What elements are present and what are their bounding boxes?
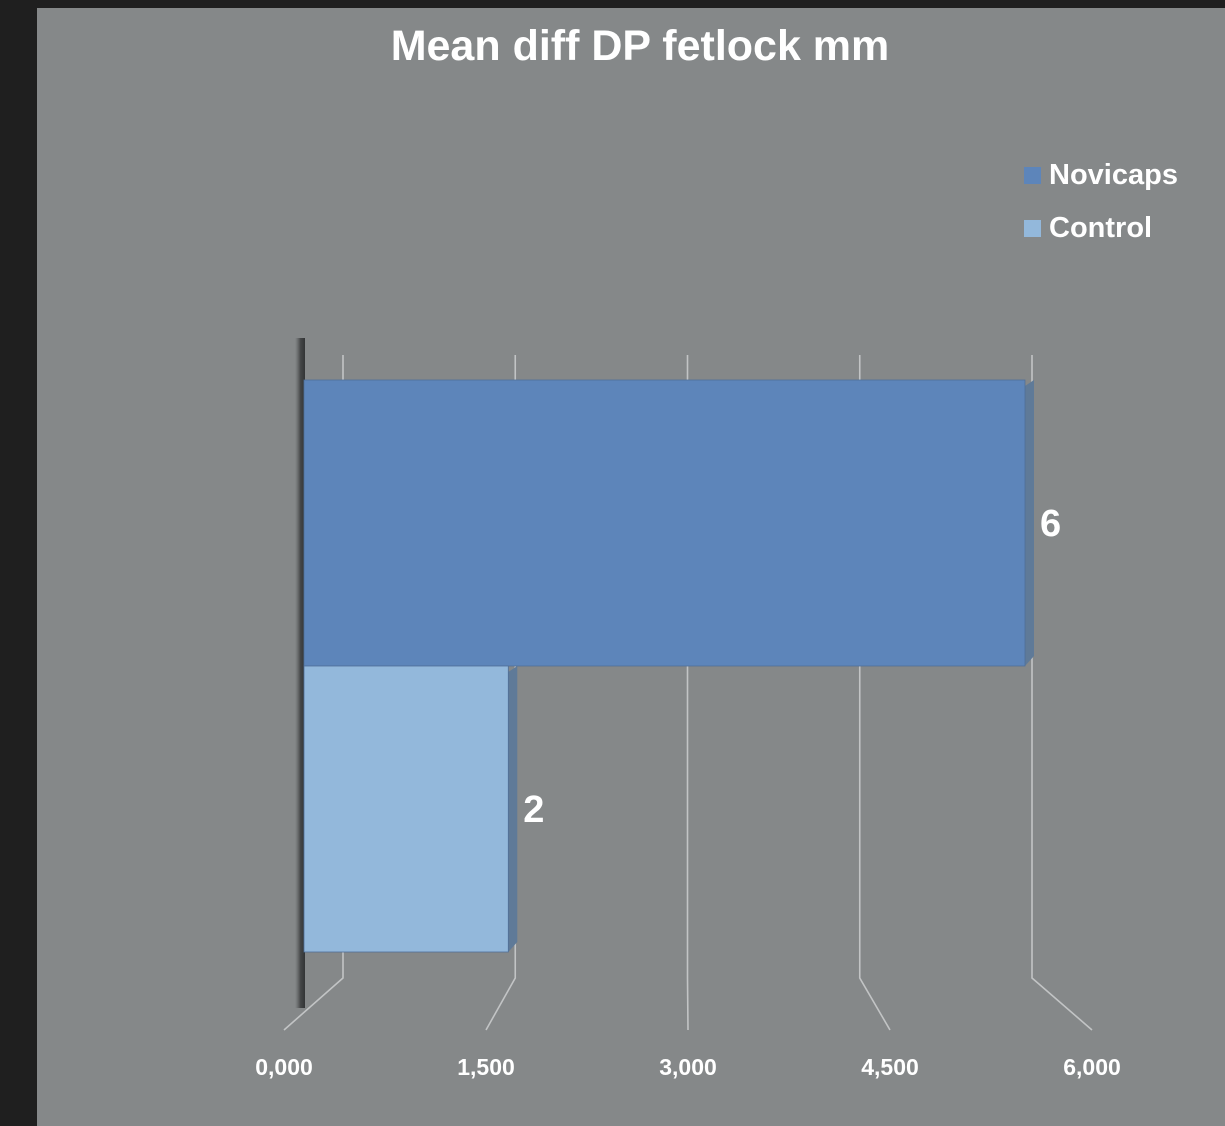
x-tick-label: 3,000 (659, 1054, 717, 1080)
axis-wall-shadow (295, 338, 305, 1008)
data-label-novicaps: 6 (1040, 503, 1061, 545)
legend-swatch (1024, 167, 1041, 184)
chart-title: Mean diff DP fetlock mm (391, 22, 890, 70)
legend: Novicaps Control (1024, 159, 1178, 244)
legend-label: Control (1049, 212, 1152, 244)
x-axis-ticks: 0,000 1,500 3,000 4,500 6,000 (255, 1054, 1121, 1080)
x-tick-label: 1,500 (457, 1054, 515, 1080)
legend-label: Novicaps (1049, 159, 1178, 191)
bar-side-face (508, 666, 518, 952)
data-label-control: 2 (523, 789, 544, 831)
grid-line (1031, 355, 1093, 1031)
x-tick-label: 4,500 (861, 1054, 919, 1080)
bar-novicaps (303, 379, 1026, 667)
bars (303, 379, 1034, 953)
x-tick-label: 6,000 (1063, 1054, 1121, 1080)
bar-side-face (1025, 380, 1034, 666)
bar-control (303, 665, 509, 953)
legend-swatch (1024, 220, 1041, 237)
bar-chart: Mean diff DP fetlock mm 62 0,000 1,500 3,0… (255, 22, 1178, 1080)
data-labels: 62 (523, 503, 1061, 831)
x-tick-label: 0,000 (255, 1054, 313, 1080)
